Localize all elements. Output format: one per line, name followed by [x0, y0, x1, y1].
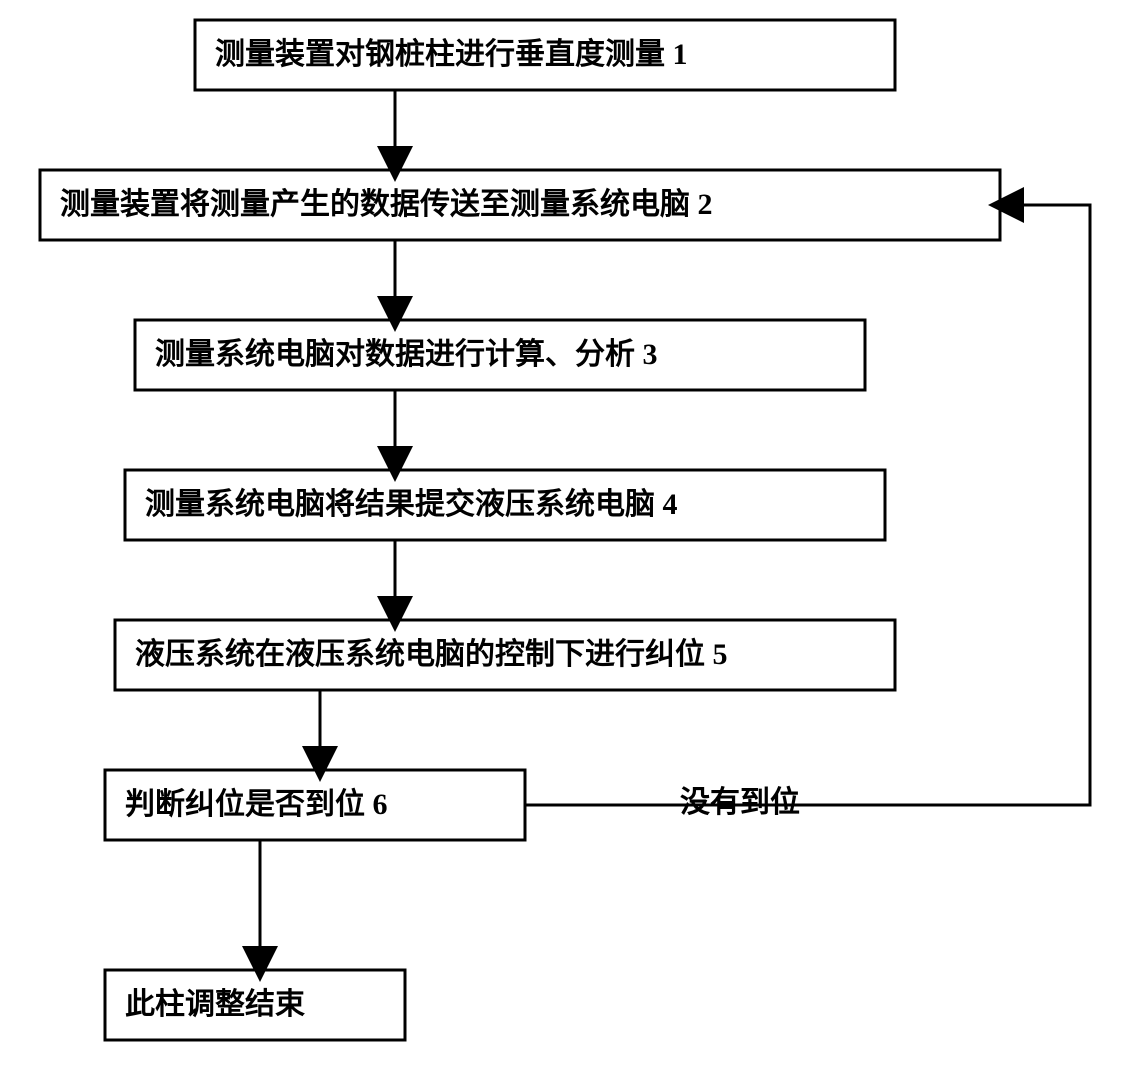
flow-box-label-b3: 测量系统电脑对数据进行计算、分析 3	[155, 337, 658, 371]
flowchart: 测量装置对钢桩柱进行垂直度测量 1 测量装置将测量产生的数据传送至测量系统电脑 2…	[0, 0, 1133, 1087]
flow-box-label-b7: 此柱调整结束	[125, 988, 305, 1021]
flow-box-label-b1: 测量装置对钢桩柱进行垂直度测量 1	[215, 37, 688, 71]
flow-box-label-b2: 测量装置将测量产生的数据传送至测量系统电脑 2	[60, 187, 713, 221]
flow-box-label-b4: 测量系统电脑将结果提交液压系统电脑 4	[145, 487, 678, 521]
flow-box-label-b5: 液压系统在液压系统电脑的控制下进行纠位 5	[135, 637, 728, 671]
feedback-label: 没有到位	[680, 785, 800, 819]
flow-box-label-b6: 判断纠位是否到位 6	[125, 787, 388, 821]
